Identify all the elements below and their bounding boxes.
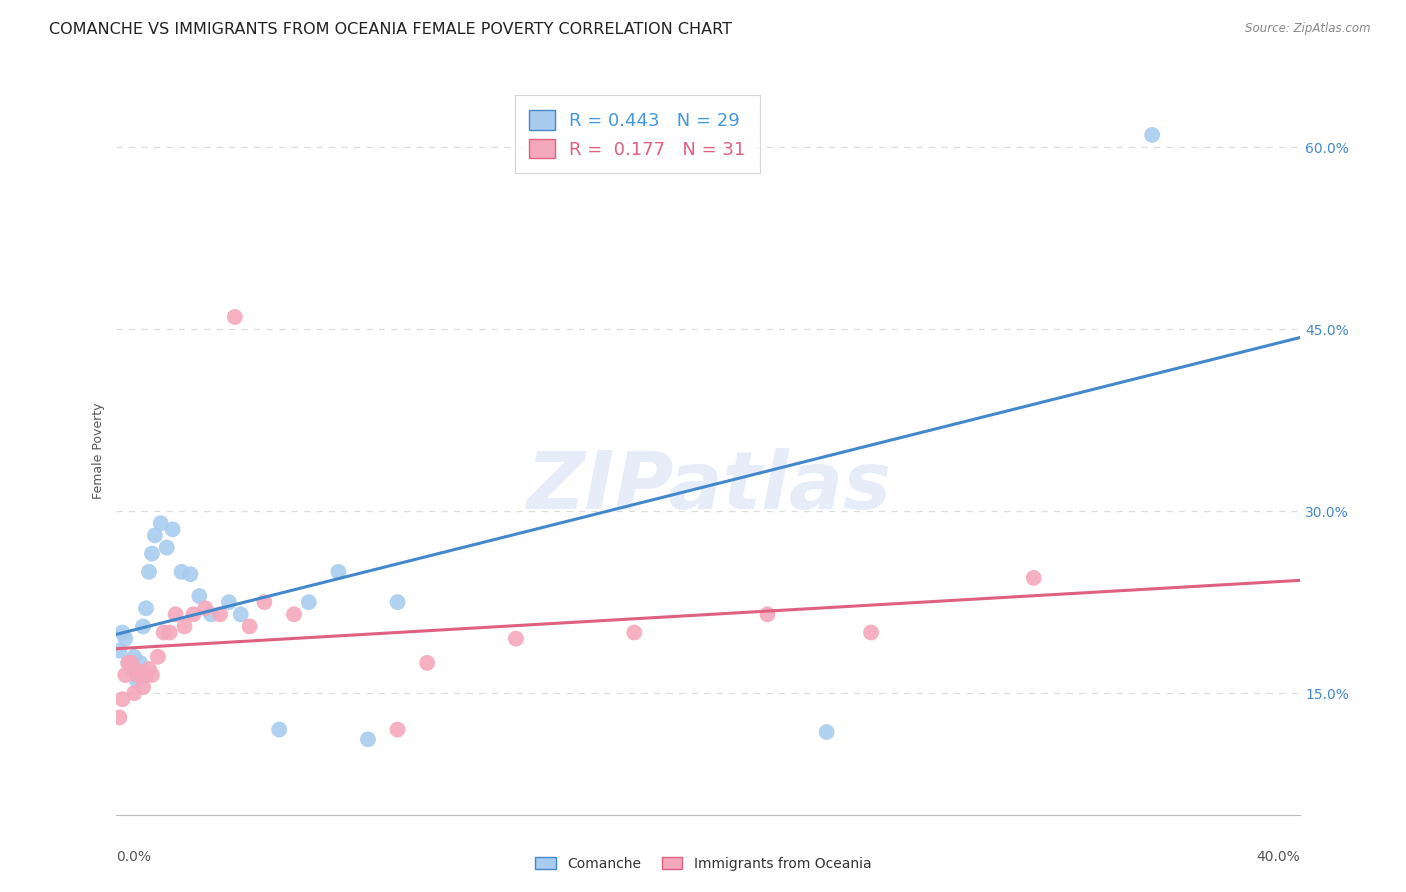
Point bbox=[132, 619, 155, 633]
Point bbox=[1022, 571, 1045, 585]
Point bbox=[208, 607, 231, 622]
Point bbox=[122, 649, 145, 664]
Point bbox=[141, 668, 163, 682]
Point bbox=[173, 619, 195, 633]
Text: ZIPatlas: ZIPatlas bbox=[526, 448, 891, 526]
Point bbox=[283, 607, 305, 622]
Point bbox=[111, 625, 134, 640]
Point bbox=[328, 565, 350, 579]
Point bbox=[117, 656, 139, 670]
Point bbox=[357, 732, 380, 747]
Point bbox=[135, 668, 157, 682]
Legend: Comanche, Immigrants from Oceania: Comanche, Immigrants from Oceania bbox=[529, 851, 877, 876]
Point bbox=[183, 607, 205, 622]
Point bbox=[146, 649, 169, 664]
Point bbox=[143, 528, 166, 542]
Text: 0.0%: 0.0% bbox=[117, 850, 152, 864]
Point bbox=[859, 625, 882, 640]
Point bbox=[505, 632, 527, 646]
Point bbox=[188, 589, 211, 603]
Text: COMANCHE VS IMMIGRANTS FROM OCEANIA FEMALE POVERTY CORRELATION CHART: COMANCHE VS IMMIGRANTS FROM OCEANIA FEMA… bbox=[49, 22, 733, 37]
Point bbox=[138, 565, 160, 579]
Point bbox=[108, 710, 131, 724]
Point bbox=[194, 601, 217, 615]
Point bbox=[200, 607, 222, 622]
Point bbox=[387, 723, 409, 737]
Legend: R = 0.443   N = 29, R =  0.177   N = 31: R = 0.443 N = 29, R = 0.177 N = 31 bbox=[515, 95, 759, 173]
Point bbox=[117, 656, 139, 670]
Point bbox=[253, 595, 276, 609]
Point bbox=[229, 607, 252, 622]
Point bbox=[239, 619, 262, 633]
Point bbox=[122, 686, 145, 700]
Point bbox=[111, 692, 134, 706]
Point bbox=[623, 625, 645, 640]
Point bbox=[387, 595, 409, 609]
Point bbox=[162, 522, 184, 536]
Point bbox=[298, 595, 321, 609]
Point bbox=[156, 541, 179, 555]
Point bbox=[127, 668, 149, 682]
Point bbox=[159, 625, 181, 640]
Point bbox=[165, 607, 187, 622]
Y-axis label: Female Poverty: Female Poverty bbox=[93, 402, 105, 499]
Point bbox=[218, 595, 240, 609]
Point bbox=[416, 656, 439, 670]
Point bbox=[149, 516, 172, 531]
Point bbox=[108, 644, 131, 658]
Point bbox=[132, 680, 155, 694]
Point bbox=[127, 674, 149, 689]
Point bbox=[129, 665, 152, 679]
Point bbox=[152, 625, 174, 640]
Text: Source: ZipAtlas.com: Source: ZipAtlas.com bbox=[1246, 22, 1371, 36]
Point bbox=[138, 662, 160, 676]
Point bbox=[114, 668, 136, 682]
Point bbox=[1140, 128, 1163, 142]
Point bbox=[120, 656, 142, 670]
Text: 40.0%: 40.0% bbox=[1257, 850, 1301, 864]
Point bbox=[224, 310, 246, 324]
Point bbox=[114, 632, 136, 646]
Point bbox=[129, 656, 152, 670]
Point bbox=[269, 723, 291, 737]
Point bbox=[815, 725, 838, 739]
Point bbox=[756, 607, 779, 622]
Point bbox=[141, 547, 163, 561]
Point bbox=[170, 565, 193, 579]
Point bbox=[120, 662, 142, 676]
Point bbox=[179, 567, 201, 582]
Point bbox=[135, 601, 157, 615]
